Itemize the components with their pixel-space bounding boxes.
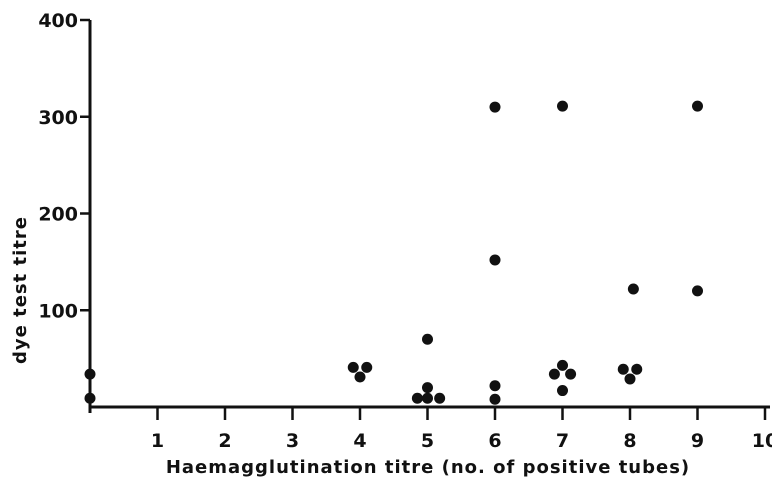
- x-tick-label: 4: [353, 430, 366, 452]
- x-tick-label: 2: [218, 430, 231, 452]
- data-point: [84, 392, 96, 404]
- data-point: [617, 363, 629, 375]
- data-point: [627, 283, 639, 295]
- data-point: [489, 254, 501, 266]
- data-point: [361, 361, 373, 373]
- data-point: [489, 101, 501, 113]
- x-tick-label: 7: [556, 430, 569, 452]
- data-point: [631, 363, 643, 375]
- x-tick-label: 1: [151, 430, 164, 452]
- y-axis-label: dye test titre: [10, 216, 31, 364]
- y-tick-label: 300: [38, 107, 78, 129]
- data-point: [557, 359, 568, 371]
- x-tick-label: 3: [286, 430, 299, 452]
- data-point: [422, 392, 433, 404]
- data-point: [557, 100, 568, 112]
- data-point: [422, 382, 433, 394]
- data-point: [422, 333, 433, 345]
- x-tick-label: 6: [488, 430, 501, 452]
- data-point: [565, 368, 577, 380]
- y-tick-label: 200: [38, 204, 78, 226]
- data-point: [84, 368, 96, 380]
- data-points: [84, 100, 703, 405]
- data-point: [347, 361, 359, 373]
- data-point: [411, 392, 423, 404]
- y-tick-label: 400: [38, 10, 78, 32]
- data-point: [557, 385, 568, 397]
- ticks: 1 2 3 4 5 6 7 8 9 10 100 200 300 400: [38, 10, 772, 452]
- x-axis-label: Haemagglutination titre (no. of positive…: [166, 457, 690, 478]
- x-tick-label: 8: [623, 430, 636, 452]
- data-point: [548, 368, 560, 380]
- x-tick-label: 9: [691, 430, 704, 452]
- data-point: [489, 380, 501, 392]
- y-tick-label: 100: [38, 300, 78, 322]
- x-tick-label: 5: [421, 430, 434, 452]
- data-point: [434, 392, 446, 404]
- data-point: [624, 373, 636, 385]
- data-point: [692, 285, 703, 297]
- x-tick-label: 10: [752, 430, 772, 452]
- axes: [88, 20, 770, 413]
- data-point: [489, 393, 501, 405]
- data-point: [692, 100, 703, 112]
- data-point: [354, 371, 366, 383]
